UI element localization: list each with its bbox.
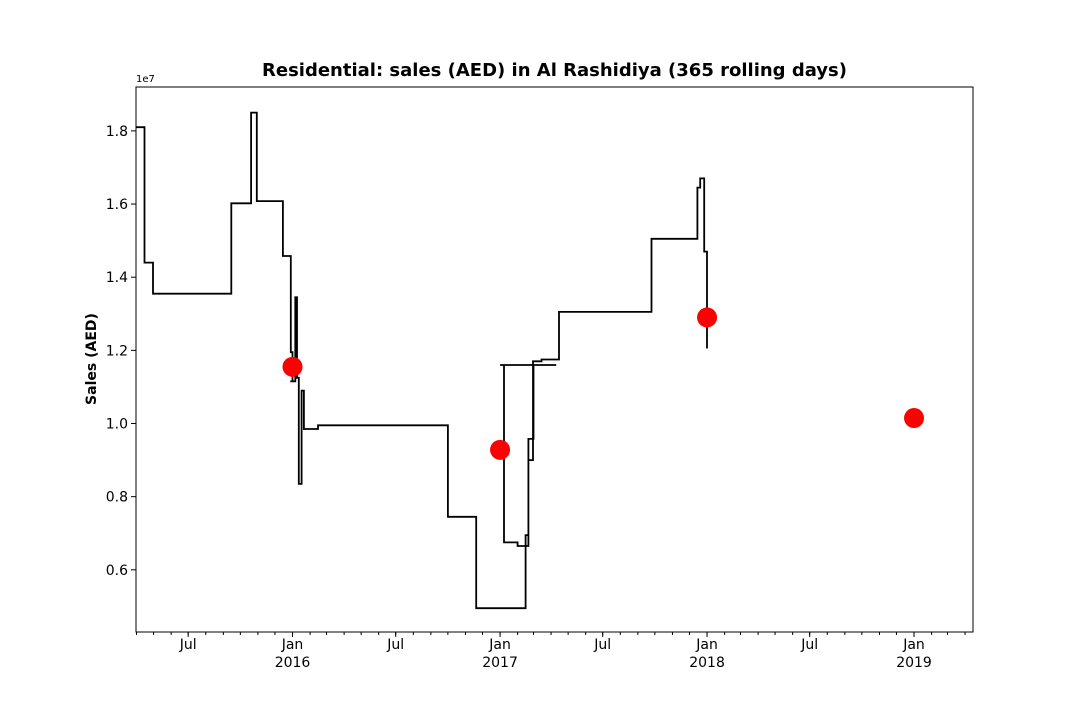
x-tick-label: Jul bbox=[593, 637, 611, 653]
y-tick-label: 1.2 bbox=[106, 343, 128, 359]
x-tick-label: Jan bbox=[695, 637, 718, 653]
marker-point bbox=[490, 439, 511, 460]
x-tick-year-label: 2019 bbox=[896, 655, 932, 671]
x-tick-label: Jan bbox=[281, 637, 304, 653]
y-tick-label: 1.0 bbox=[106, 417, 128, 433]
marker-point bbox=[904, 408, 925, 429]
y-axis: 0.6 0.8 1.0 1.2 1.4 1.6 1.8 bbox=[106, 124, 136, 579]
x-tick-year-label: 2018 bbox=[689, 655, 725, 671]
y-tick-label: 1.8 bbox=[106, 124, 128, 140]
x-tick-year-label: 2017 bbox=[482, 655, 518, 671]
x-tick-year-label: 2016 bbox=[275, 655, 311, 671]
y-axis-label: Sales (AED) bbox=[84, 313, 100, 405]
x-axis: Jul Jan 2016 Jul Jan 2017 Jul Jan 2018 Jul Jan 2019 bbox=[136, 632, 966, 671]
y-tick-label: 1.4 bbox=[106, 270, 128, 286]
y-tick-label: 0.8 bbox=[106, 490, 128, 506]
x-tick-label: Jan bbox=[488, 637, 511, 653]
marker-point bbox=[282, 356, 303, 377]
chart-title: Residential: sales (AED) in Al Rashidiya… bbox=[262, 60, 847, 81]
x-tick-label: Jan bbox=[902, 637, 925, 653]
plot-frame bbox=[135, 86, 974, 633]
y-tick-label: 0.6 bbox=[106, 563, 128, 579]
plot-area bbox=[136, 111, 925, 610]
y-offset-label: 1e7 bbox=[136, 74, 155, 85]
x-tick-label: Jul bbox=[386, 637, 404, 653]
x-tick-label: Jul bbox=[179, 637, 197, 653]
x-tick-label: Jul bbox=[800, 637, 818, 653]
marker-point bbox=[697, 307, 718, 328]
series-line bbox=[136, 111, 708, 610]
y-tick-label: 1.6 bbox=[106, 197, 128, 213]
